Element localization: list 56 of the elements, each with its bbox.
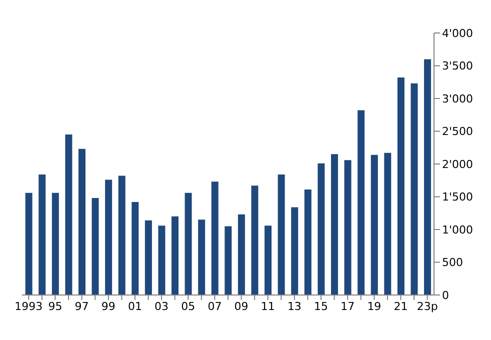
bar [331, 154, 338, 295]
x-tick-label: 13 [287, 300, 302, 313]
y-tick-label: 500 [442, 256, 463, 270]
bar [344, 160, 352, 295]
y-tick-label: 2'500 [442, 125, 474, 138]
bar [384, 152, 392, 295]
bar [358, 110, 365, 295]
x-tick-label: 23p [416, 300, 438, 313]
y-tick-label: 1'000 [442, 223, 474, 236]
bar [172, 216, 179, 295]
y-tick-label: 1'500 [442, 190, 474, 204]
x-tick-label: 21 [394, 300, 408, 313]
bar [318, 163, 325, 295]
x-tick-label: 1993 [14, 300, 43, 313]
bar [105, 180, 112, 295]
bar [184, 192, 192, 295]
bar [224, 226, 232, 295]
bar [304, 190, 312, 295]
bar [251, 186, 258, 295]
bar [118, 176, 126, 295]
y-tick-label: 2'000 [442, 158, 474, 171]
y-tick-label: 3'500 [442, 60, 474, 73]
bar [52, 192, 59, 295]
bar [410, 83, 418, 295]
bar [370, 154, 378, 295]
bar [38, 174, 46, 295]
x-tick-label: 19 [367, 300, 382, 313]
bar [65, 134, 72, 295]
bar [278, 174, 285, 295]
x-tick-label: 11 [260, 300, 275, 313]
y-tick-label: 4'000 [442, 26, 474, 40]
bar [198, 220, 206, 295]
x-tick-label: 03 [154, 300, 169, 313]
x-tick-label: 05 [181, 300, 196, 313]
bar [211, 182, 218, 295]
x-tick-label: 97 [74, 300, 89, 313]
x-tick-label: 15 [314, 300, 328, 313]
x-tick-label: 99 [101, 300, 116, 313]
bar [78, 148, 86, 295]
y-tick-label: 3'000 [442, 92, 474, 106]
y-tick-label: 0 [442, 288, 449, 302]
x-tick-label: 07 [208, 300, 222, 313]
bar [264, 226, 272, 295]
x-tick-label: 95 [48, 300, 62, 313]
bar [132, 202, 139, 295]
x-tick-label: 17 [340, 300, 355, 313]
bar [25, 192, 32, 295]
bar [291, 207, 298, 295]
bar [158, 226, 166, 295]
bar [424, 59, 432, 295]
bar [397, 78, 404, 295]
bar [92, 198, 99, 295]
x-tick-label: 01 [128, 300, 142, 313]
bar [238, 214, 245, 295]
bar [144, 220, 152, 295]
x-tick-label: 09 [234, 300, 248, 313]
